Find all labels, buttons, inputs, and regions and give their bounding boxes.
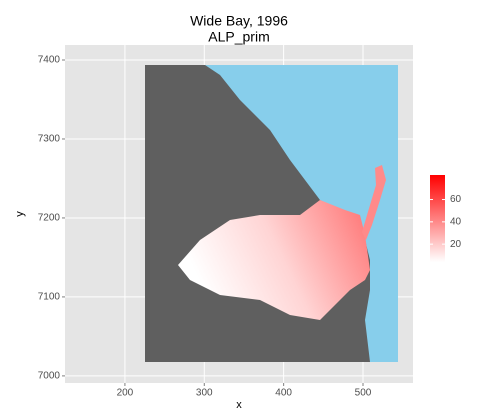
- electorate-area: [178, 200, 370, 320]
- chart-title: Wide Bay, 1996: [190, 13, 288, 29]
- y-tick-label: 7000: [38, 371, 61, 382]
- x-axis-label: x: [236, 399, 242, 411]
- y-axis-label: y: [14, 211, 26, 217]
- colorbar-tick-label: 60: [450, 194, 462, 205]
- x-tick-label: 500: [355, 388, 372, 399]
- x-tick-label: 400: [275, 388, 292, 399]
- colorbar-tick-label: 40: [450, 216, 462, 227]
- x-tick-label: 300: [196, 388, 213, 399]
- ocean: [205, 65, 398, 362]
- y-tick-label: 7400: [38, 55, 61, 66]
- y-tick-label: 7200: [38, 213, 61, 224]
- y-tick-label: 7100: [38, 292, 61, 303]
- chart-subtitle: ALP_prim: [208, 29, 269, 45]
- colorbar-tick-label: 20: [450, 239, 462, 250]
- y-tick-label: 7300: [38, 134, 61, 145]
- island-area: [362, 165, 386, 240]
- x-tick-label: 200: [117, 388, 134, 399]
- colorbar: [430, 175, 445, 262]
